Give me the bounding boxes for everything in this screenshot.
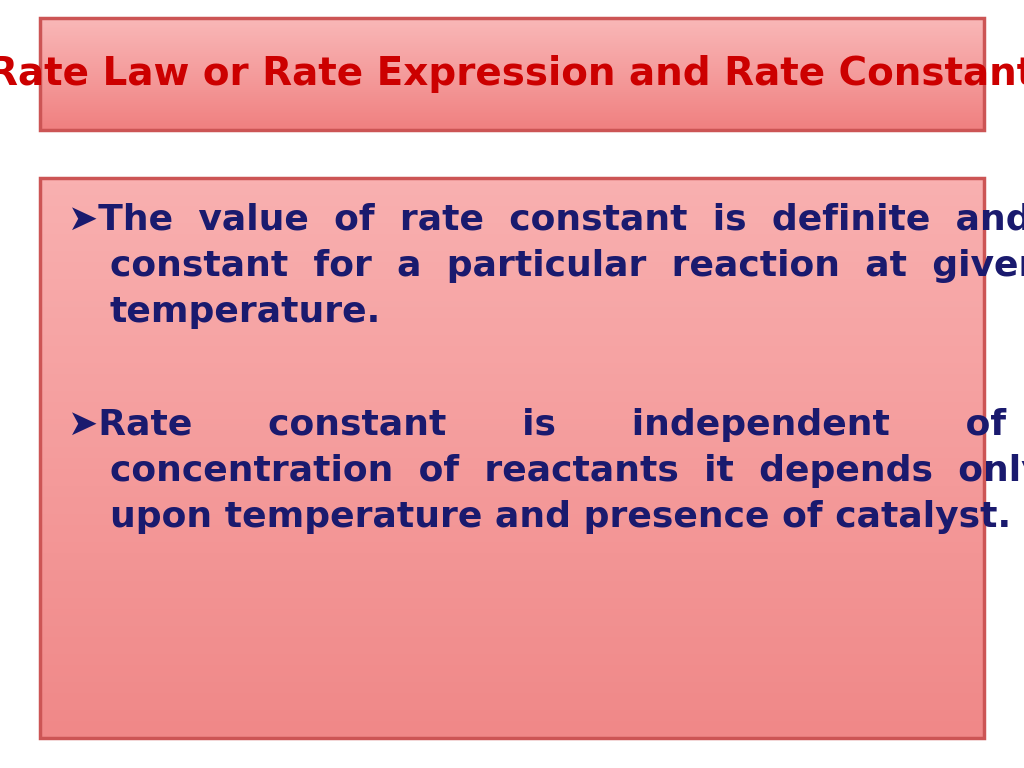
Text: ➤Rate      constant      is      independent      of: ➤Rate constant is independent of (68, 408, 1007, 442)
Text: temperature.: temperature. (110, 295, 381, 329)
Text: Rate Law or Rate Expression and Rate Constant: Rate Law or Rate Expression and Rate Con… (0, 55, 1024, 93)
Text: concentration  of  reactants  it  depends  only: concentration of reactants it depends on… (110, 454, 1024, 488)
Text: upon temperature and presence of catalyst.: upon temperature and presence of catalys… (110, 500, 1011, 534)
Text: constant  for  a  particular  reaction  at  given: constant for a particular reaction at gi… (110, 249, 1024, 283)
Text: ➤The  value  of  rate  constant  is  definite  and: ➤The value of rate constant is definite … (68, 203, 1024, 237)
